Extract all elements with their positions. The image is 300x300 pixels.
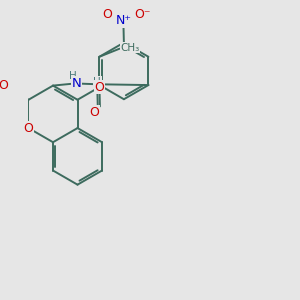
Text: CH₃: CH₃ (120, 43, 140, 53)
Text: O: O (102, 8, 112, 21)
Text: H: H (93, 77, 101, 87)
Text: N⁺: N⁺ (115, 14, 131, 27)
Text: O⁻: O⁻ (134, 8, 151, 21)
Text: H: H (69, 71, 77, 81)
Text: O: O (0, 79, 8, 92)
Text: O: O (90, 106, 100, 119)
Text: N: N (72, 77, 81, 90)
Text: O: O (94, 81, 104, 94)
Text: O: O (24, 122, 33, 135)
